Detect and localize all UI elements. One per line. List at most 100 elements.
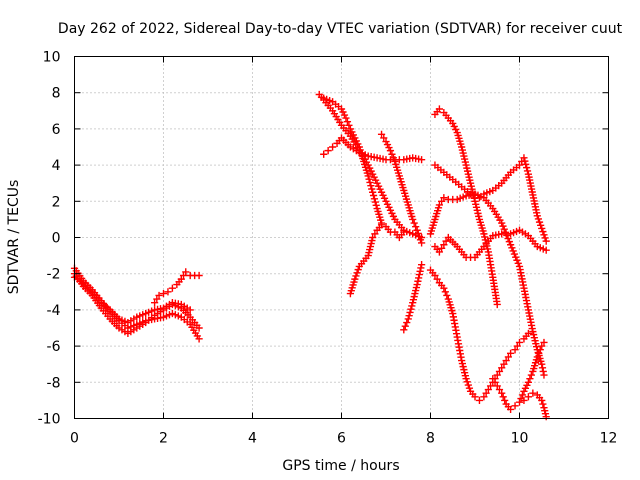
- data-point: [498, 389, 506, 397]
- data-point: [489, 375, 497, 383]
- data-point: [367, 182, 375, 190]
- data-point: [371, 230, 379, 238]
- data-point: [538, 360, 546, 368]
- data-point: [435, 201, 443, 209]
- series-track-o: [426, 266, 532, 404]
- data-point: [182, 268, 190, 276]
- data-point: [540, 231, 548, 239]
- data-point: [418, 239, 426, 247]
- data-point: [369, 233, 377, 242]
- y-tick-label: 0: [52, 231, 61, 247]
- data-point: [352, 272, 360, 280]
- data-point: [482, 389, 490, 397]
- data-point: [539, 228, 547, 236]
- x-tick-label: 8: [426, 431, 435, 447]
- data-point: [186, 306, 194, 314]
- data-point: [491, 378, 499, 386]
- data-point: [523, 167, 532, 175]
- data-point: [415, 271, 423, 279]
- series-track-f: [315, 90, 426, 242]
- data-point: [510, 250, 519, 258]
- data-point: [499, 222, 507, 230]
- series-track-j: [400, 261, 426, 334]
- data-point: [441, 288, 449, 296]
- data-point: [526, 375, 534, 383]
- data-point: [498, 364, 506, 372]
- data-point: [369, 191, 378, 200]
- data-point: [486, 382, 495, 390]
- data-point: [403, 318, 411, 327]
- data-point: [418, 261, 426, 269]
- y-tick-label: 2: [52, 194, 61, 210]
- data-point: [329, 143, 337, 151]
- data-point: [515, 338, 524, 347]
- data-point: [513, 256, 521, 264]
- x-tick-label: 0: [70, 431, 79, 447]
- chart-title: Day 262 of 2022, Sidereal Day-to-day VTE…: [58, 21, 623, 37]
- data-point: [369, 188, 377, 196]
- data-point: [493, 371, 501, 379]
- data-point: [539, 367, 547, 376]
- data-point: [389, 154, 398, 162]
- data-point: [541, 234, 549, 242]
- series-track-b: [70, 270, 203, 338]
- data-point: [400, 228, 408, 236]
- data-point: [195, 324, 203, 332]
- data-point: [415, 232, 423, 241]
- data-point: [515, 398, 524, 406]
- series-track-q: [520, 389, 550, 421]
- data-point: [353, 269, 361, 277]
- data-point: [536, 346, 544, 354]
- data-point: [508, 244, 516, 252]
- y-tick-label: 6: [52, 122, 61, 138]
- data-point: [471, 393, 479, 401]
- data-point: [386, 147, 395, 155]
- data-point: [524, 393, 532, 401]
- data-point: [484, 385, 492, 394]
- data-point: [503, 231, 511, 240]
- data-point: [388, 150, 396, 158]
- y-tick-label: -10: [38, 412, 61, 428]
- data-point: [155, 291, 163, 300]
- x-tick-labels: 0 2 4 6 8 10 12: [70, 431, 617, 447]
- data-point: [368, 185, 376, 193]
- data-point: [370, 195, 379, 203]
- data-point: [406, 308, 414, 317]
- series-track-h: [346, 221, 408, 298]
- y-tick-label: -6: [47, 339, 61, 355]
- data-point: [533, 353, 541, 361]
- data-point: [529, 389, 537, 397]
- series-track-d: [151, 268, 203, 307]
- data-point: [151, 299, 159, 307]
- data-point: [538, 396, 546, 404]
- data-point: [537, 221, 545, 229]
- data-point: [539, 400, 547, 408]
- data-point: [514, 259, 522, 267]
- data-point: [435, 248, 443, 256]
- x-tick-label: 10: [511, 431, 529, 447]
- data-point: [512, 253, 520, 261]
- data-point: [538, 224, 546, 233]
- data-point: [159, 290, 168, 298]
- data-point: [195, 335, 203, 343]
- data-point: [408, 302, 416, 310]
- data-point: [535, 349, 543, 357]
- series-track-e: [320, 134, 426, 164]
- data-point: [511, 402, 519, 410]
- data-point: [538, 364, 547, 372]
- y-tick-label: 10: [43, 50, 61, 66]
- data-point: [464, 381, 472, 389]
- data-point: [511, 346, 519, 354]
- data-point: [416, 267, 424, 275]
- data-point: [500, 225, 508, 233]
- data-point: [418, 156, 426, 164]
- data-point: [540, 371, 548, 379]
- data-point: [153, 295, 161, 303]
- y-tick-labels: -10 -8 -6 -4 -2 0 2 4 6 8 10: [38, 50, 61, 428]
- data-point: [413, 280, 421, 289]
- data-point: [417, 264, 425, 272]
- data-point: [500, 360, 508, 368]
- series-track-l: [431, 226, 550, 262]
- data-point: [502, 356, 510, 365]
- data-point: [538, 342, 546, 350]
